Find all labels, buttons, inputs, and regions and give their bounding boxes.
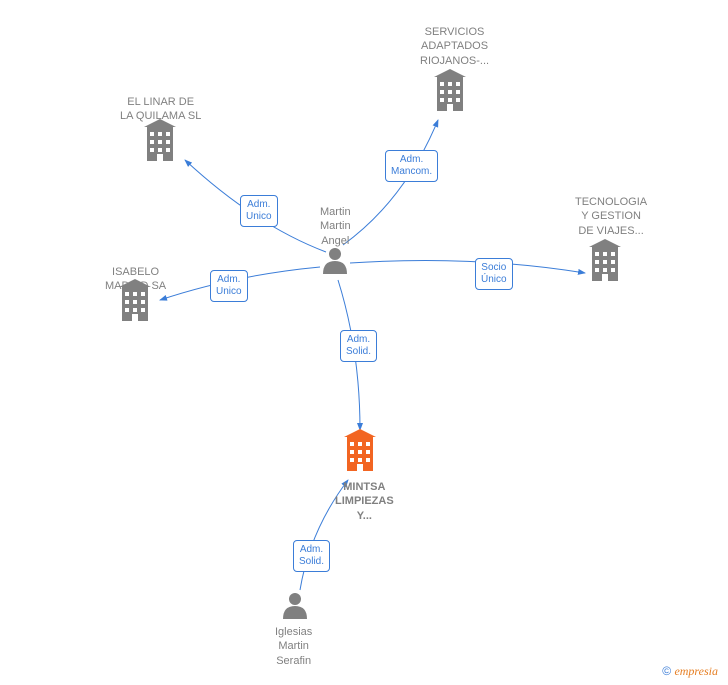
node-iglesias[interactable] (283, 593, 307, 619)
node-tecnologia[interactable] (589, 239, 621, 281)
edge-label-martin-linar: Adm. Unico (240, 195, 278, 227)
node-label-tecnologia: TECNOLOGIA Y GESTION DE VIAJES... (575, 195, 647, 238)
edge-martin-servicios (343, 120, 438, 245)
brand-rest: mpresia (680, 664, 718, 678)
node-label-iglesias: Iglesias Martin Serafin (275, 625, 312, 668)
node-martin[interactable] (323, 248, 347, 274)
edge-label-iglesias-mintsa: Adm. Solid. (293, 540, 330, 572)
node-label-martin: Martin Martin Angel (320, 205, 351, 248)
node-label-mintsa: MINTSA LIMPIEZAS Y... (335, 480, 394, 523)
node-servicios[interactable] (434, 69, 466, 111)
node-label-servicios: SERVICIOS ADAPTADOS RIOJANOS-... (420, 25, 489, 68)
node-label-linar: EL LINAR DE LA QUILAMA SL (120, 95, 201, 124)
copyright-symbol: © (662, 664, 671, 678)
node-mintsa[interactable] (344, 429, 376, 471)
footer-credit: © empresia (662, 664, 718, 679)
node-label-isabelo: ISABELO MADRID SA (105, 265, 166, 294)
edge-label-martin-servicios: Adm. Mancom. (385, 150, 438, 182)
edge-label-martin-isabelo: Adm. Unico (210, 270, 248, 302)
edge-label-martin-tecnologia: Socio Único (475, 258, 513, 290)
edge-martin-tecnologia (350, 261, 585, 273)
node-linar[interactable] (144, 119, 176, 161)
edge-label-martin-mintsa: Adm. Solid. (340, 330, 377, 362)
